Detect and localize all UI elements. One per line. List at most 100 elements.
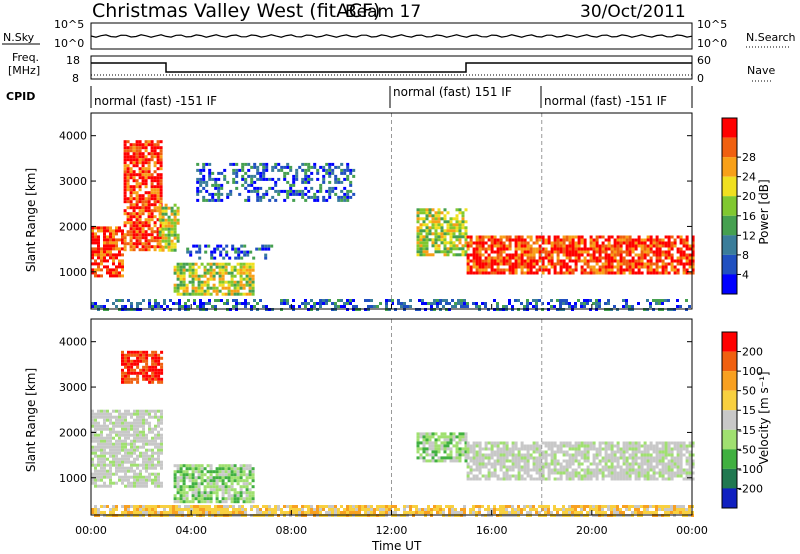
data-cell [526, 462, 530, 466]
data-cell [106, 451, 109, 455]
data-cell [112, 241, 115, 245]
data-cell [133, 362, 137, 366]
data-cell [325, 171, 329, 175]
data-cell [100, 305, 103, 308]
data-cell [97, 427, 100, 431]
data-cell [94, 226, 97, 230]
data-cell [251, 476, 255, 480]
data-cell [667, 471, 671, 475]
data-cell [106, 442, 109, 446]
data-cell [571, 250, 575, 254]
data-cell [265, 165, 269, 169]
data-cell [634, 471, 638, 475]
data-cell [502, 305, 505, 308]
data-cell [514, 238, 518, 242]
data-cell [199, 171, 203, 175]
data-cell [138, 233, 142, 237]
data-cell [94, 451, 97, 455]
data-cell [571, 456, 575, 460]
data-cell [184, 302, 187, 305]
data-cell [115, 469, 118, 473]
data-cell [283, 171, 287, 175]
data-cell [679, 450, 683, 454]
data-cell [173, 245, 177, 249]
data-cell [124, 433, 127, 437]
data-cell [646, 450, 650, 454]
data-cell [334, 305, 337, 308]
data-cell [118, 250, 121, 254]
data-cell [235, 171, 239, 175]
data-cell [403, 508, 406, 511]
data-cell [202, 168, 206, 172]
data-cell [625, 253, 629, 257]
data-cell [126, 158, 130, 162]
data-cell [658, 456, 662, 460]
data-cell [167, 233, 171, 237]
data-cell [646, 459, 650, 463]
data-cell [580, 462, 584, 466]
data-cell [526, 253, 530, 257]
data-cell [416, 241, 420, 245]
data-cell [138, 248, 142, 252]
data-cell [487, 453, 491, 457]
data-cell [505, 477, 509, 481]
data-cell [511, 265, 515, 269]
data-cell [419, 208, 423, 212]
data-cell [583, 453, 587, 457]
data-cell [271, 508, 274, 511]
data-cell [103, 409, 106, 413]
data-cell [142, 439, 145, 443]
data-cell [141, 203, 145, 207]
data-cell [562, 444, 566, 448]
data-cell [428, 447, 432, 451]
data-cell [307, 168, 311, 172]
data-cell [625, 238, 629, 242]
data-cell [454, 305, 457, 308]
data-cell [655, 453, 659, 457]
data-cell [508, 453, 512, 457]
data-cell [135, 245, 139, 249]
data-cell [206, 286, 210, 290]
data-cell [529, 262, 533, 266]
data-cell [286, 511, 289, 514]
data-cell [343, 186, 347, 190]
data-cell [94, 427, 97, 431]
data-cell [511, 474, 515, 478]
data-cell [511, 453, 515, 457]
data-cell [241, 162, 245, 166]
data-cell [238, 508, 241, 511]
data-cell [496, 271, 500, 275]
data-cell [135, 197, 139, 201]
data-cell [124, 377, 127, 381]
data-cell [144, 248, 148, 252]
data-cell [150, 149, 154, 153]
data-cell [679, 262, 683, 266]
data-cell [132, 170, 136, 174]
data-cell [481, 505, 484, 508]
data-cell [319, 299, 322, 302]
data-cell [133, 421, 136, 425]
data-cell [673, 474, 677, 478]
data-cell [634, 462, 638, 466]
data-cell [144, 167, 148, 171]
data-cell [154, 356, 158, 360]
data-cell [156, 152, 160, 156]
data-cell [523, 244, 527, 248]
data-cell [481, 247, 485, 251]
data-cell [679, 468, 683, 472]
data-cell [304, 174, 308, 178]
data-cell [403, 302, 406, 305]
data-cell [475, 511, 478, 514]
data-cell [150, 173, 154, 177]
data-cell [598, 256, 602, 260]
data-cell [124, 353, 127, 357]
colorbar-cell [722, 176, 737, 197]
data-cell [613, 450, 617, 454]
data-cell [520, 474, 524, 478]
data-cell [511, 511, 514, 514]
data-cell [203, 494, 207, 498]
data-cell [298, 305, 301, 308]
data-cell [508, 447, 512, 451]
data-cell [661, 474, 665, 478]
data-cell [191, 292, 195, 296]
